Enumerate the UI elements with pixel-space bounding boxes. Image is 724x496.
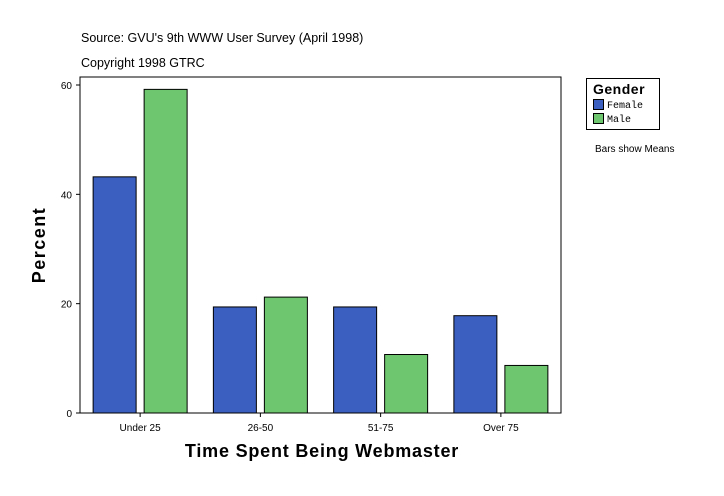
legend-title: Gender (593, 81, 646, 97)
y-axis-ticks: 0 20 40 60 (61, 81, 80, 420)
y-tick-label: 40 (61, 190, 73, 201)
chart-copyright-note: Copyright 1998 GTRC (81, 56, 205, 70)
y-tick-label: 0 (66, 409, 72, 420)
bar-female-26-50 (212, 306, 257, 414)
y-axis-title: Percent (29, 207, 49, 284)
x-tick-label: 26-50 (248, 423, 274, 434)
bar-male-51-75 (384, 354, 429, 414)
legend-swatch-male (593, 113, 604, 124)
plot-area-frame (79, 76, 562, 414)
bar-female-51-75 (333, 306, 378, 414)
legend-item-male: Male (593, 113, 631, 126)
bar-male-under-25 (143, 88, 188, 414)
bar-female-under-25 (92, 176, 137, 414)
bar-female-over-75 (453, 315, 498, 414)
legend-label-male: Male (607, 115, 632, 126)
bar-male-over-75 (504, 364, 549, 414)
chart-source-note: Source: GVU's 9th WWW User Survey (April… (81, 31, 364, 45)
x-axis-ticks: Under 25 26-50 51-75 Over 75 (120, 413, 519, 434)
x-tick-label: 51-75 (368, 423, 394, 434)
legend: Gender Female Male (586, 78, 660, 130)
x-tick-label: Under 25 (120, 423, 162, 434)
y-tick-label: 20 (61, 300, 73, 311)
legend-swatch-female (593, 99, 604, 110)
legend-label-female: Female (607, 101, 644, 112)
bar-male-26-50 (263, 296, 308, 414)
bars-show-means-note: Bars show Means (595, 144, 675, 155)
bars-group (92, 88, 549, 414)
x-tick-label: Over 75 (483, 423, 519, 434)
x-axis-title: Time Spent Being Webmaster (185, 441, 459, 461)
y-tick-label: 60 (61, 81, 73, 92)
legend-item-female: Female (593, 99, 643, 112)
